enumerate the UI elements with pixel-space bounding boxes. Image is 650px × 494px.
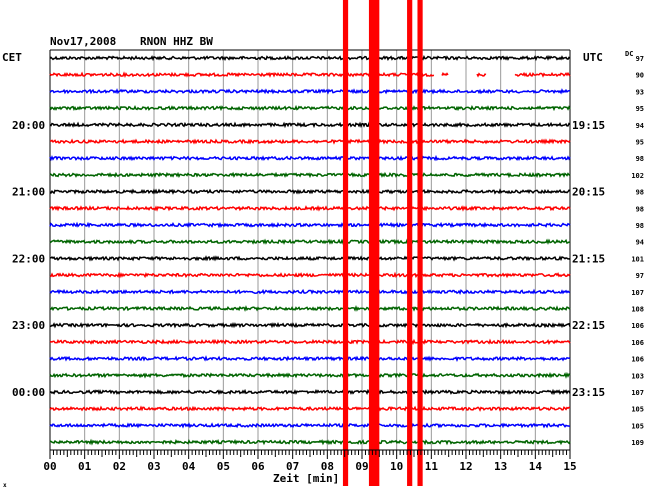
dc-value: 97: [636, 55, 644, 63]
dc-values: 97 90 93 95 94 95 98 102 98 98 98 94 101 97 107 108 106 1…: [631, 55, 644, 447]
dc-value: 93: [636, 88, 644, 96]
x-tick-label: 03: [147, 460, 160, 473]
utc-time-label: 22:15: [572, 319, 605, 332]
dc-value: 94: [636, 122, 644, 130]
trace-row: [49, 405, 571, 412]
x-tick-label: 12: [459, 460, 472, 473]
cet-time-label: 23:00: [12, 319, 45, 332]
x-axis: 00 01 02 03 04 05 06 07 08 09 10 11 12 13 14 15: [43, 449, 577, 473]
time-labels: 20:00 21:00 22:00 23:00 00:00 19:15 20:15 21:15…: [12, 119, 605, 399]
trace-row: [49, 188, 571, 195]
x-tick-label: 11: [425, 460, 439, 473]
trace-row: [49, 338, 571, 346]
cet-time-label: 00:00: [12, 386, 45, 399]
dc-value: 102: [631, 172, 644, 180]
x-tick-label: 15: [563, 460, 576, 473]
x-tick-label: 02: [113, 460, 126, 473]
trace-row: [49, 355, 571, 362]
trace-row: [49, 154, 571, 162]
dc-value: 105: [631, 422, 644, 430]
trace-row: [49, 221, 571, 229]
x-tick-label: 07: [286, 460, 299, 473]
cet-time-label: 21:00: [12, 186, 45, 199]
x-tick-label: 01: [78, 460, 92, 473]
dc-value: 98: [636, 155, 644, 163]
x-axis-label: Zeit [min]: [273, 472, 339, 485]
utc-time-label: 21:15: [572, 252, 605, 265]
trace-row: [49, 171, 571, 179]
event-band: [417, 0, 423, 486]
utc-label: UTC: [583, 51, 603, 64]
trace-row: [49, 104, 571, 112]
dc-value: 107: [631, 289, 644, 297]
dc-value: 101: [631, 255, 644, 263]
trace-row: [49, 438, 571, 446]
chart-date: Nov17,2008: [50, 35, 116, 48]
trace-row: [49, 322, 571, 329]
dc-value: 105: [631, 406, 644, 414]
trace-row: [49, 305, 571, 312]
x-tick-label: 04: [182, 460, 196, 473]
trace-row: [49, 204, 571, 212]
utc-time-label: 19:15: [572, 119, 605, 132]
event-band: [342, 0, 349, 486]
dc-value: 106: [631, 339, 644, 347]
x-tick-label: 05: [217, 460, 230, 473]
dc-value: 90: [636, 72, 644, 80]
dc-value: 98: [636, 222, 644, 230]
x-tick-label: 09: [355, 460, 368, 473]
dc-value: 95: [636, 139, 644, 147]
cet-time-label: 22:00: [12, 252, 45, 265]
event-band: [407, 0, 413, 486]
x-tick-label: 08: [321, 460, 334, 473]
trace-row: [49, 71, 571, 79]
utc-time-label: 23:15: [572, 386, 605, 399]
dc-value: 107: [631, 389, 644, 397]
x-tick-label: 14: [529, 460, 543, 473]
cet-label: CET: [2, 51, 22, 64]
dc-value: 98: [636, 205, 644, 213]
dc-value: 103: [631, 372, 644, 380]
utc-time-label: 20:15: [572, 186, 605, 199]
event-band: [368, 0, 380, 486]
x-tick-label: 00: [43, 460, 56, 473]
dc-label: DC: [625, 50, 633, 58]
dc-value: 94: [636, 239, 644, 247]
trace-row: [49, 88, 571, 95]
grid: [49, 49, 571, 450]
trace-row: [49, 255, 571, 262]
x-tick-label: 10: [390, 460, 403, 473]
dc-value: 108: [631, 306, 644, 314]
x-tick-label: 06: [251, 460, 265, 473]
corner-mark: x: [3, 482, 7, 489]
dc-value: 109: [631, 439, 644, 447]
trace-row: [49, 388, 571, 396]
trace-row: [49, 271, 571, 279]
dc-value: 106: [631, 322, 644, 330]
dc-value: 98: [636, 189, 644, 197]
cet-time-label: 20:00: [12, 119, 45, 132]
dc-value: 106: [631, 356, 644, 364]
trace-row: [49, 138, 571, 145]
trace-row: [49, 371, 571, 379]
trace-row: [49, 55, 571, 62]
trace-row: [49, 238, 571, 245]
dc-value: 97: [636, 272, 644, 280]
trace-rows: [49, 55, 571, 446]
dc-value: 95: [636, 105, 644, 113]
event-bands: [342, 0, 423, 486]
x-tick-label: 13: [494, 460, 507, 473]
trace-row: [49, 288, 571, 295]
chart-station: RNON HHZ BW: [140, 35, 213, 48]
trace-row: [49, 121, 571, 129]
trace-row: [49, 422, 571, 429]
